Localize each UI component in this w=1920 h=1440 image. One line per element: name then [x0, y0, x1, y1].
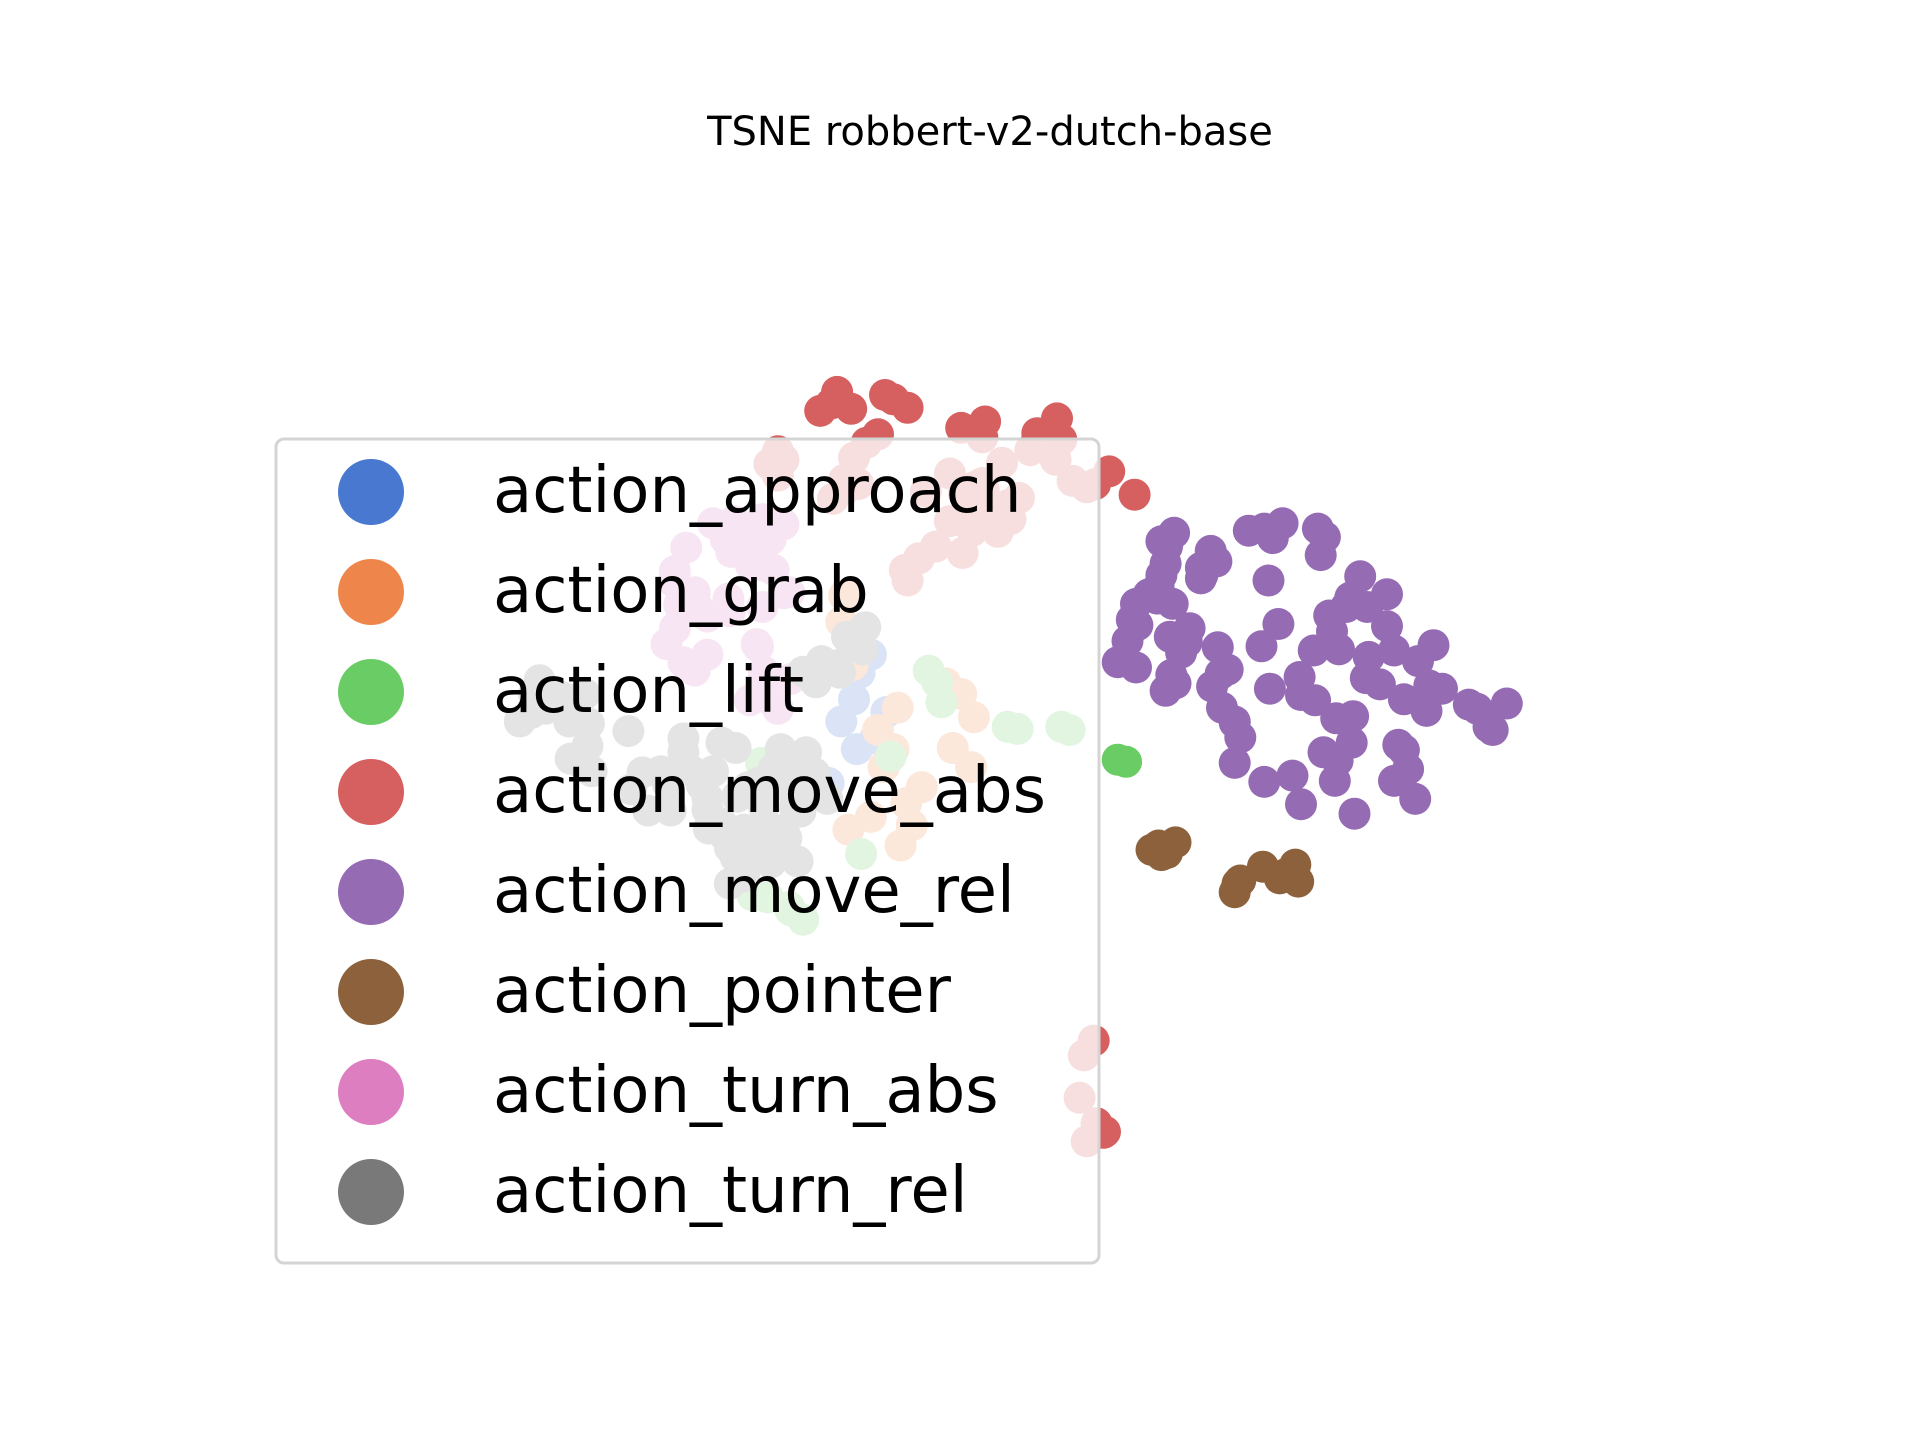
point-action-move-rel: [1276, 759, 1309, 792]
point-action-move-rel: [1392, 753, 1425, 786]
point-action-move-rel: [1285, 788, 1317, 821]
point-action-move-rel: [1304, 539, 1337, 572]
point-action-move-rel: [1318, 764, 1351, 797]
point-action-move-rel: [1218, 705, 1251, 738]
legend-box: [274, 437, 1101, 1265]
point-action-move-rel: [1476, 714, 1509, 746]
point-action-pointer: [1282, 865, 1315, 898]
legend-marker-action-lift: [338, 659, 404, 725]
legend-marker-action-move-abs: [338, 759, 404, 825]
legend-label-action-turn-rel: action_turn_rel: [493, 1154, 967, 1228]
point-action-pointer: [1221, 867, 1254, 900]
legend-marker-action-move-rel: [338, 859, 404, 925]
legend-marker-action-turn-abs: [338, 1059, 404, 1125]
point-action-move-rel: [1262, 608, 1295, 640]
legend: action_approach action_grab action_liftact…: [274, 437, 1101, 1265]
point-action-move-rel: [1338, 797, 1371, 830]
point-action-move-rel: [1413, 669, 1446, 702]
point-action-move-rel: [1194, 534, 1227, 567]
legend-label-action-approach: action_approach: [493, 454, 1022, 528]
point-action-move-rel: [1417, 629, 1450, 662]
point-action-move-rel: [1120, 651, 1152, 684]
point-action-move-rel: [1218, 746, 1251, 779]
point-action-move-rel: [1253, 672, 1286, 705]
point-action-move-rel: [1307, 736, 1340, 769]
point-action-move-rel: [1149, 674, 1182, 707]
legend-label-action-lift: action_lift: [493, 654, 804, 728]
point-action-move-abs: [804, 394, 837, 427]
legend-label-action-grab: action_grab: [493, 554, 869, 628]
point-action-move-rel: [1410, 694, 1443, 727]
point-action-move-rel: [1344, 560, 1377, 593]
legend-marker-action-pointer: [338, 959, 404, 1025]
point-action-move-rel: [1211, 653, 1244, 686]
legend-label-action-turn-abs: action_turn_abs: [493, 1054, 999, 1128]
point-action-move-rel: [1363, 668, 1396, 701]
point-action-lift: [1110, 745, 1143, 778]
point-action-move-rel: [1320, 702, 1353, 735]
legend-marker-action-grab: [338, 559, 404, 625]
point-action-move-abs: [835, 392, 868, 425]
point-action-move-rel: [1145, 559, 1178, 592]
point-action-move-rel: [1371, 610, 1403, 643]
point-action-move-rel: [1170, 626, 1203, 658]
point-action-move-abs: [1118, 478, 1151, 511]
legend-label-action-move-abs: action_move_abs: [493, 754, 1046, 828]
point-action-move-rel: [1323, 633, 1355, 666]
point-action-move-rel: [1248, 765, 1281, 798]
point-action-move-rel: [1245, 630, 1278, 663]
legend-marker-action-turn-rel: [338, 1159, 404, 1225]
point-action-move-rel: [1371, 578, 1403, 611]
point-action-move-rel: [1490, 687, 1523, 720]
point-action-move-rel: [1297, 634, 1330, 667]
legend-marker-action-approach: [338, 459, 404, 525]
legend-label-action-move-rel: action_move_rel: [493, 854, 1015, 928]
point-action-move-rel: [1378, 634, 1410, 667]
point-action-move-rel: [1266, 507, 1299, 540]
point-action-move-abs: [869, 379, 901, 411]
point-action-move-rel: [1121, 609, 1154, 642]
point-action-move-rel: [1299, 684, 1332, 717]
legend-label-action-pointer: action_pointer: [493, 954, 952, 1028]
point-action-move-rel: [1399, 782, 1432, 815]
point-action-move-rel: [1184, 562, 1217, 595]
point-action-move-rel: [1252, 564, 1285, 597]
point-action-move-abs: [969, 405, 1002, 438]
point-action-move-abs: [1093, 455, 1126, 488]
chart-title: TSNE robbert-v2-dutch-base: [706, 109, 1273, 155]
point-action-pointer: [1159, 826, 1192, 859]
